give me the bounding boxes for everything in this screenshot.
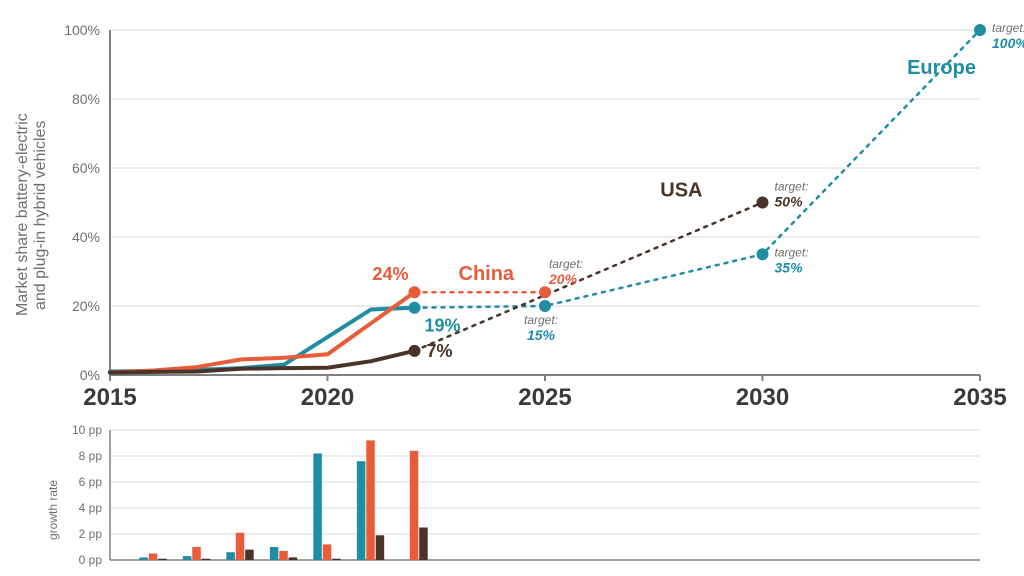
chart-page: Market share battery-electric and plug-i… [0, 0, 1024, 576]
europe-target-value: 35% [775, 259, 804, 275]
target-word: target: [549, 257, 583, 271]
bar-europe [357, 461, 365, 560]
bar-europe [313, 453, 321, 560]
data-marker [409, 302, 421, 314]
y-axis-label-bottom: growth rate [46, 460, 62, 560]
usa-target-value: 50% [775, 194, 804, 210]
chart-svg: 0% 20% 40% 60% 80% 100% 2015 2020 2025 2030 2035 24… [0, 0, 1024, 576]
bar-china [323, 544, 331, 560]
target-word: target: [992, 21, 1024, 35]
bar-europe [183, 556, 191, 560]
ytick-label: 60% [72, 160, 100, 176]
europe-label: Europe [907, 57, 976, 79]
bar-usa [332, 559, 340, 560]
ytick-bottom: 8 pp [79, 449, 103, 463]
data-marker [757, 248, 769, 260]
bar-usa [419, 528, 427, 561]
bar-usa [289, 557, 297, 560]
ytick-label: 100% [64, 22, 100, 38]
xtick-label: 2025 [518, 384, 571, 411]
china-end-value: 24% [372, 264, 408, 284]
target-word: target: [775, 245, 809, 259]
bar-china [410, 451, 418, 560]
bar-europe [270, 547, 278, 560]
ytick-label: 80% [72, 91, 100, 107]
china-target-value: 20% [548, 271, 578, 287]
y-axis-label-top: Market share battery-electric and plug-i… [14, 80, 34, 350]
europe-end-value: 19% [425, 316, 461, 336]
y-axis-label-top-line1: Market share battery-electric [14, 114, 31, 317]
ytick-bottom: 2 pp [79, 527, 103, 541]
ytick-label: 0% [80, 367, 100, 383]
target-word: target: [524, 313, 558, 327]
ytick-bottom: 0 pp [79, 553, 103, 567]
xtick-label: 2030 [736, 384, 789, 411]
data-marker [974, 24, 986, 36]
data-marker [409, 286, 421, 298]
data-marker [539, 286, 551, 298]
xtick-label: 2020 [301, 384, 354, 411]
bar-china [366, 440, 374, 560]
usa-end-value: 7% [427, 341, 453, 361]
xtick-label: 2035 [953, 384, 1006, 411]
bar-china [192, 547, 200, 560]
ytick-bottom: 4 pp [79, 501, 103, 515]
bar-china [236, 533, 244, 560]
bar-china [279, 551, 287, 560]
data-marker [757, 197, 769, 209]
ytick-bottom: 6 pp [79, 475, 103, 489]
data-marker [409, 345, 421, 357]
bar-usa [245, 550, 253, 560]
bar-usa [376, 535, 384, 560]
europe-target-value: 100% [992, 35, 1024, 51]
ytick-label: 20% [72, 298, 100, 314]
europe-target-value: 15% [527, 327, 556, 343]
y-axis-label-bottom-text: growth rate [46, 480, 60, 540]
y-axis-label-top-line2: and plug-in hybrid vehicles [32, 120, 49, 309]
bar-europe [139, 557, 147, 560]
bar-usa [158, 559, 166, 560]
ytick-bottom: 10 pp [72, 423, 102, 437]
bar-europe [226, 552, 234, 560]
target-word: target: [775, 180, 809, 194]
china-label: China [459, 263, 515, 285]
bar-china [149, 554, 157, 561]
data-marker [539, 300, 551, 312]
usa-label: USA [660, 180, 702, 202]
ytick-label: 40% [72, 229, 100, 245]
xtick-label: 2015 [83, 384, 136, 411]
bar-usa [202, 559, 210, 560]
